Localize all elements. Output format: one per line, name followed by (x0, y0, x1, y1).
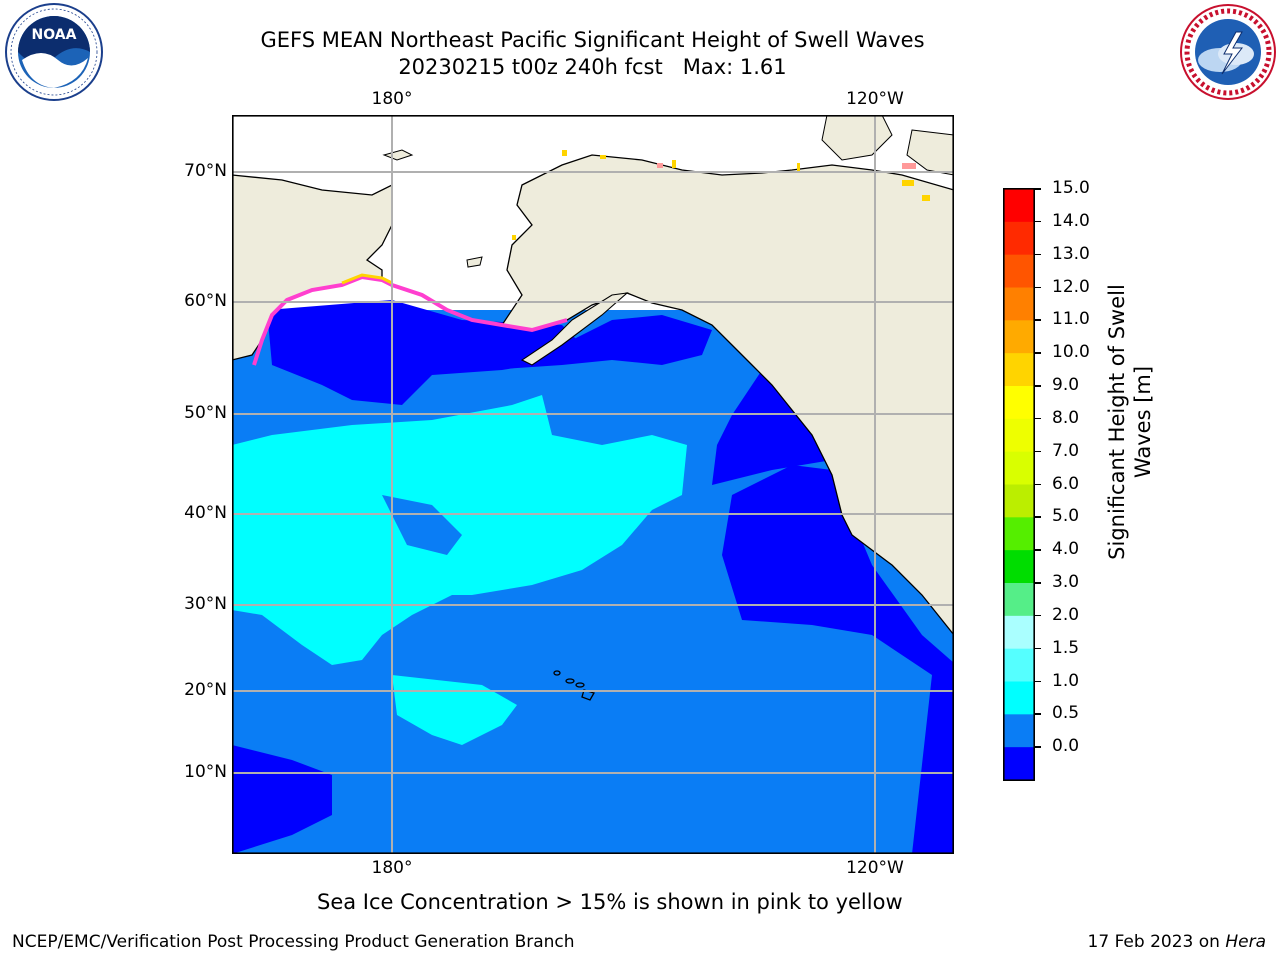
colorbar-segment (1004, 386, 1034, 420)
colorbar-tick-mark (1035, 253, 1041, 256)
colorbar-segment (1004, 254, 1034, 289)
footer-branch: NCEP/EMC/Verification Post Processing Pr… (12, 932, 575, 952)
colorbar-tick-label: 14.0 (1052, 210, 1090, 231)
colorbar-segment (1004, 648, 1034, 683)
colorbar-tick-mark (1035, 450, 1041, 453)
nws-logo (1180, 4, 1276, 100)
ocean-swell-0-0-5-california (722, 465, 954, 854)
footer-date: 17 Feb 2023 on Hera (1088, 932, 1266, 952)
colorbar-segment (1004, 221, 1034, 256)
noaa-logo: NOAA (5, 3, 103, 101)
lat-label-70n: 70°N (184, 161, 227, 181)
footer-host: Hera (1225, 932, 1266, 952)
colorbar-segment (1004, 189, 1034, 223)
colorbar-tick-label: 2.0 (1052, 604, 1080, 625)
sea-ice-note: Sea Ice Concentration > 15% is shown in … (317, 890, 903, 914)
colorbar-tick-label: 0.5 (1052, 703, 1080, 724)
lon-label-bottom-180: 180° (371, 858, 413, 878)
colorbar-segment (1004, 714, 1034, 748)
colorbar-tick-mark (1035, 483, 1041, 485)
ocean-swell-1-0-1-5 (232, 395, 687, 665)
colorbar-tick-label: 0.0 (1052, 736, 1080, 757)
colorbar-tick-mark (1035, 582, 1041, 584)
colorbar-segment (1004, 320, 1034, 354)
colorbar-tick-label: 9.0 (1052, 375, 1080, 395)
lat-label-10n: 10°N (184, 762, 227, 782)
land-alaska-peninsula (520, 292, 629, 366)
map-gridlines (232, 115, 954, 854)
sea-ice-edge-yellow (341, 273, 393, 285)
colorbar-tick-mark (1035, 647, 1041, 650)
map-panel (232, 115, 954, 854)
lon-label-bottom-120w: 120°W (846, 858, 904, 878)
colorbar-tick-label: 11.0 (1052, 309, 1090, 330)
chart-subtitle: 20230215 t00z 240h fcst Max: 1.61 (398, 55, 787, 79)
lat-label-30n: 30°N (184, 594, 227, 614)
colorbar-tick-label: 1.5 (1052, 637, 1080, 658)
colorbar-tick-label: 5.0 (1052, 506, 1080, 527)
ocean-swell-gap (382, 495, 462, 555)
chart-title: GEFS MEAN Northeast Pacific Significant … (260, 28, 925, 52)
colorbar-tick-mark (1035, 319, 1041, 321)
colorbar-tick-mark (1035, 549, 1041, 551)
ocean-swell-1-0-1-5-hawaii (392, 675, 517, 745)
colorbar-segment (1004, 484, 1034, 518)
sea-ice-edge-pink (252, 274, 568, 366)
colorbar-frame (1003, 188, 1035, 781)
lon-label-top-120w: 120°W (846, 89, 904, 109)
lon-label-top-180: 180° (371, 89, 413, 109)
lat-label-40n: 40°N (184, 503, 227, 523)
colorbar-segment (1004, 550, 1034, 584)
colorbar-segment (1004, 747, 1034, 781)
colorbar-tick-label: 8.0 (1052, 407, 1080, 428)
colorbar-tick-label: 4.0 (1052, 539, 1080, 560)
colorbar-tick-label: 13.0 (1052, 243, 1090, 264)
colorbar-tick-label: 6.0 (1052, 473, 1080, 494)
colorbar-tick-label: 3.0 (1052, 572, 1080, 592)
colorbar-tick-mark (1035, 680, 1041, 682)
colorbar-tick-mark (1035, 516, 1041, 518)
colorbar-tick-label: 1.0 (1052, 670, 1080, 691)
colorbar-segment (1004, 287, 1034, 321)
lat-label-20n: 20°N (184, 680, 227, 700)
colorbar-tick-mark (1035, 188, 1041, 190)
colorbar-tick-label: 10.0 (1052, 342, 1090, 363)
colorbar-segment (1004, 418, 1034, 453)
colorbar-segment (1004, 353, 1034, 387)
colorbar-segment (1004, 681, 1034, 715)
colorbar-label: Significant Height of Swell Waves [m] (1100, 212, 1160, 632)
colorbar-tick-mark (1035, 220, 1041, 223)
lat-label-60n: 60°N (184, 291, 227, 311)
colorbar (1003, 188, 1035, 781)
map-frame (232, 115, 954, 854)
colorbar-tick-mark (1035, 713, 1041, 715)
sea-ice-coastal-patches (512, 150, 930, 240)
colorbar-segment (1004, 615, 1034, 650)
colorbar-tick-label: 12.0 (1052, 276, 1090, 297)
colorbar-label-line1: Significant Height of Swell (1105, 284, 1129, 560)
colorbar-segment (1004, 583, 1034, 617)
colorbar-tick-mark (1035, 746, 1041, 748)
colorbar-tick-mark (1035, 417, 1041, 420)
colorbar-label-line2: Waves [m] (1131, 365, 1155, 479)
colorbar-tick-mark (1035, 614, 1041, 617)
noaa-logo-text: NOAA (32, 27, 77, 43)
colorbar-segment (1004, 517, 1034, 551)
colorbar-tick-label: 7.0 (1052, 440, 1080, 461)
colorbar-tick-mark (1035, 352, 1041, 354)
colorbar-segment (1004, 451, 1034, 486)
colorbar-tick-mark (1035, 286, 1041, 288)
colorbar-tick-label: 15.0 (1052, 178, 1090, 198)
land-st-lawrence-island (466, 256, 483, 268)
lat-label-50n: 50°N (184, 403, 227, 423)
footer-date-text: 17 Feb 2023 on (1087, 932, 1226, 952)
colorbar-tick-mark (1035, 385, 1041, 387)
sea-ice-pink-patches (657, 163, 916, 169)
